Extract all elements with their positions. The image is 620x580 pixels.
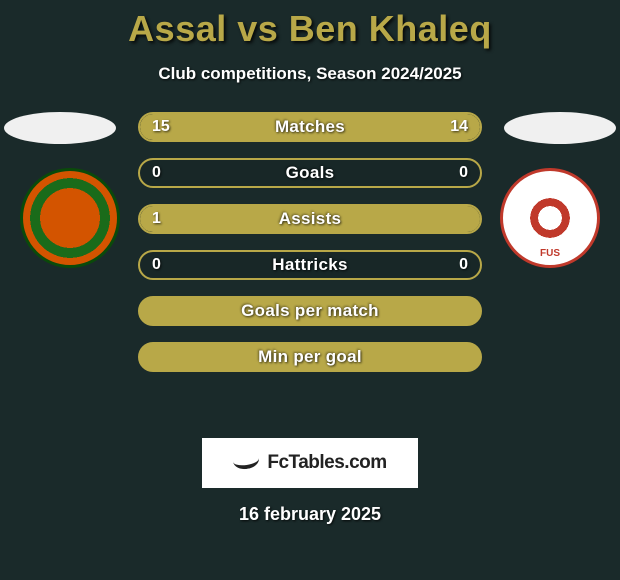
stat-label: Assists [279, 209, 342, 229]
branding-badge: FcTables.com [202, 438, 418, 488]
stat-value-left: 0 [152, 256, 161, 274]
subtitle: Club competitions, Season 2024/2025 [0, 64, 620, 84]
stat-row: 0 0 Hattricks [138, 250, 482, 280]
stat-value-right: 0 [459, 256, 468, 274]
club-logo-right: FUS [500, 168, 600, 268]
stat-value-left: 0 [152, 164, 161, 182]
comparison-panel: FUS 15 14 Matches 0 0 Goals 1 Assists 0 0 Hattrick… [0, 112, 620, 432]
player-photo-right-placeholder [504, 112, 616, 144]
club-logo-left [20, 168, 120, 268]
stat-row: 1 Assists [138, 204, 482, 234]
stat-value-left: 15 [152, 118, 170, 136]
date-label: 16 february 2025 [0, 504, 620, 525]
page-title: Assal vs Ben Khaleq [0, 0, 620, 50]
branding-text: FcTables.com [267, 452, 386, 474]
branding-swoosh-icon [233, 453, 261, 473]
stat-row: 0 0 Goals [138, 158, 482, 188]
stat-row: Min per goal [138, 342, 482, 372]
stat-label: Min per goal [258, 347, 362, 367]
stat-row: Goals per match [138, 296, 482, 326]
stat-row: 15 14 Matches [138, 112, 482, 142]
stat-label: Hattricks [272, 255, 347, 275]
stat-value-left: 1 [152, 210, 161, 228]
club-logo-right-text: FUS [540, 248, 560, 259]
stat-rows: 15 14 Matches 0 0 Goals 1 Assists 0 0 Hattricks Goa… [138, 112, 482, 372]
stat-label: Goals per match [241, 301, 379, 321]
stat-value-right: 14 [450, 118, 468, 136]
player-photo-left-placeholder [4, 112, 116, 144]
stat-value-right: 0 [459, 164, 468, 182]
stat-label: Matches [275, 117, 345, 137]
stat-label: Goals [286, 163, 335, 183]
